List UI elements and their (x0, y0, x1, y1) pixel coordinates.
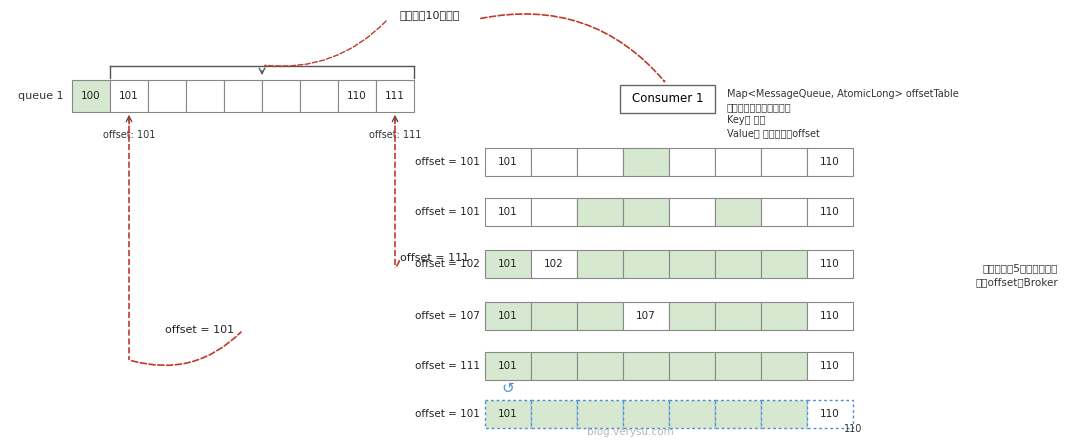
Text: offset: 101: offset: 101 (103, 130, 156, 140)
Bar (715, 250, 761, 278)
Text: offset = 111: offset = 111 (400, 253, 469, 263)
Text: 101: 101 (498, 361, 518, 371)
Text: 110: 110 (820, 207, 840, 217)
Bar (623, 352, 669, 380)
Bar (531, 198, 577, 226)
FancyArrowPatch shape (481, 14, 664, 81)
Text: 101: 101 (498, 409, 518, 419)
Bar (715, 400, 761, 428)
Bar (623, 148, 669, 176)
Bar (669, 352, 715, 380)
Bar (623, 302, 669, 330)
Bar (807, 352, 853, 380)
Text: Key： 队列: Key： 队列 (727, 115, 766, 125)
Text: 110: 110 (820, 409, 840, 419)
Text: 100: 100 (81, 91, 100, 101)
Bar (807, 148, 853, 176)
Bar (577, 400, 623, 428)
Text: 一次拉叐10条消息: 一次拉叐10条消息 (400, 10, 460, 20)
Text: 110: 110 (820, 157, 840, 167)
Bar (623, 198, 669, 226)
Bar (72, 80, 110, 112)
Bar (761, 148, 807, 176)
Bar (186, 80, 224, 112)
Bar (761, 400, 807, 428)
Bar (807, 400, 853, 428)
Text: 110: 110 (843, 424, 862, 434)
Text: 110: 110 (347, 91, 367, 101)
Text: offset = 102: offset = 102 (415, 259, 480, 269)
Bar (485, 302, 531, 330)
Bar (761, 352, 807, 380)
Text: 111: 111 (386, 91, 405, 101)
Bar (620, 85, 715, 113)
Bar (577, 352, 623, 380)
Text: blog.verysu.com: blog.verysu.com (586, 427, 673, 437)
Bar (669, 198, 715, 226)
Bar (300, 80, 338, 112)
Text: 记录当前队列的消费情况: 记录当前队列的消费情况 (727, 102, 792, 112)
Text: offset = 101: offset = 101 (415, 409, 480, 419)
Bar (531, 250, 577, 278)
Bar (761, 302, 807, 330)
Text: 101: 101 (498, 311, 518, 321)
Bar (485, 352, 531, 380)
Bar (715, 302, 761, 330)
Bar (669, 250, 715, 278)
Text: 101: 101 (498, 207, 518, 217)
Bar (669, 148, 715, 176)
Text: 101: 101 (498, 157, 518, 167)
Bar (577, 148, 623, 176)
Bar (485, 400, 531, 428)
Bar (531, 400, 577, 428)
Text: Consumer 1: Consumer 1 (632, 92, 703, 106)
Text: queue 1: queue 1 (18, 91, 64, 101)
Text: 提交offset到Broker: 提交offset到Broker (975, 277, 1058, 287)
Bar (715, 352, 761, 380)
Bar (531, 302, 577, 330)
Text: 消费端有个5秒的定时任务: 消费端有个5秒的定时任务 (983, 263, 1058, 273)
Bar (577, 198, 623, 226)
Text: 101: 101 (498, 259, 518, 269)
Bar (761, 250, 807, 278)
Text: 101: 101 (119, 91, 139, 101)
Text: 110: 110 (820, 259, 840, 269)
Text: offset = 101: offset = 101 (415, 207, 480, 217)
Bar (669, 302, 715, 330)
Text: Map<MessageQueue, AtomicLong> offsetTable: Map<MessageQueue, AtomicLong> offsetTabl… (727, 89, 959, 99)
Bar (715, 148, 761, 176)
Bar (623, 400, 669, 428)
Bar (807, 250, 853, 278)
Text: 107: 107 (636, 311, 656, 321)
Text: ↺: ↺ (501, 381, 514, 396)
Text: offset = 101: offset = 101 (415, 157, 480, 167)
Bar (148, 80, 186, 112)
Text: offset = 101: offset = 101 (165, 325, 234, 335)
Bar (577, 250, 623, 278)
Text: offset = 111: offset = 111 (415, 361, 480, 371)
Bar (531, 148, 577, 176)
Bar (623, 250, 669, 278)
Bar (485, 198, 531, 226)
Bar (376, 80, 414, 112)
Text: 102: 102 (544, 259, 564, 269)
Bar (262, 80, 300, 112)
Text: Value： 消费偏移量offset: Value： 消费偏移量offset (727, 128, 820, 138)
Bar (531, 352, 577, 380)
Bar (485, 148, 531, 176)
Bar (807, 302, 853, 330)
Text: offset = 107: offset = 107 (415, 311, 480, 321)
Text: 110: 110 (820, 361, 840, 371)
Bar (577, 302, 623, 330)
Bar (110, 80, 148, 112)
Bar (224, 80, 262, 112)
Bar (761, 198, 807, 226)
Bar (669, 400, 715, 428)
Bar (715, 198, 761, 226)
Text: 110: 110 (820, 311, 840, 321)
Text: offset: 111: offset: 111 (368, 130, 421, 140)
Bar (485, 250, 531, 278)
Bar (807, 198, 853, 226)
Bar (338, 80, 376, 112)
